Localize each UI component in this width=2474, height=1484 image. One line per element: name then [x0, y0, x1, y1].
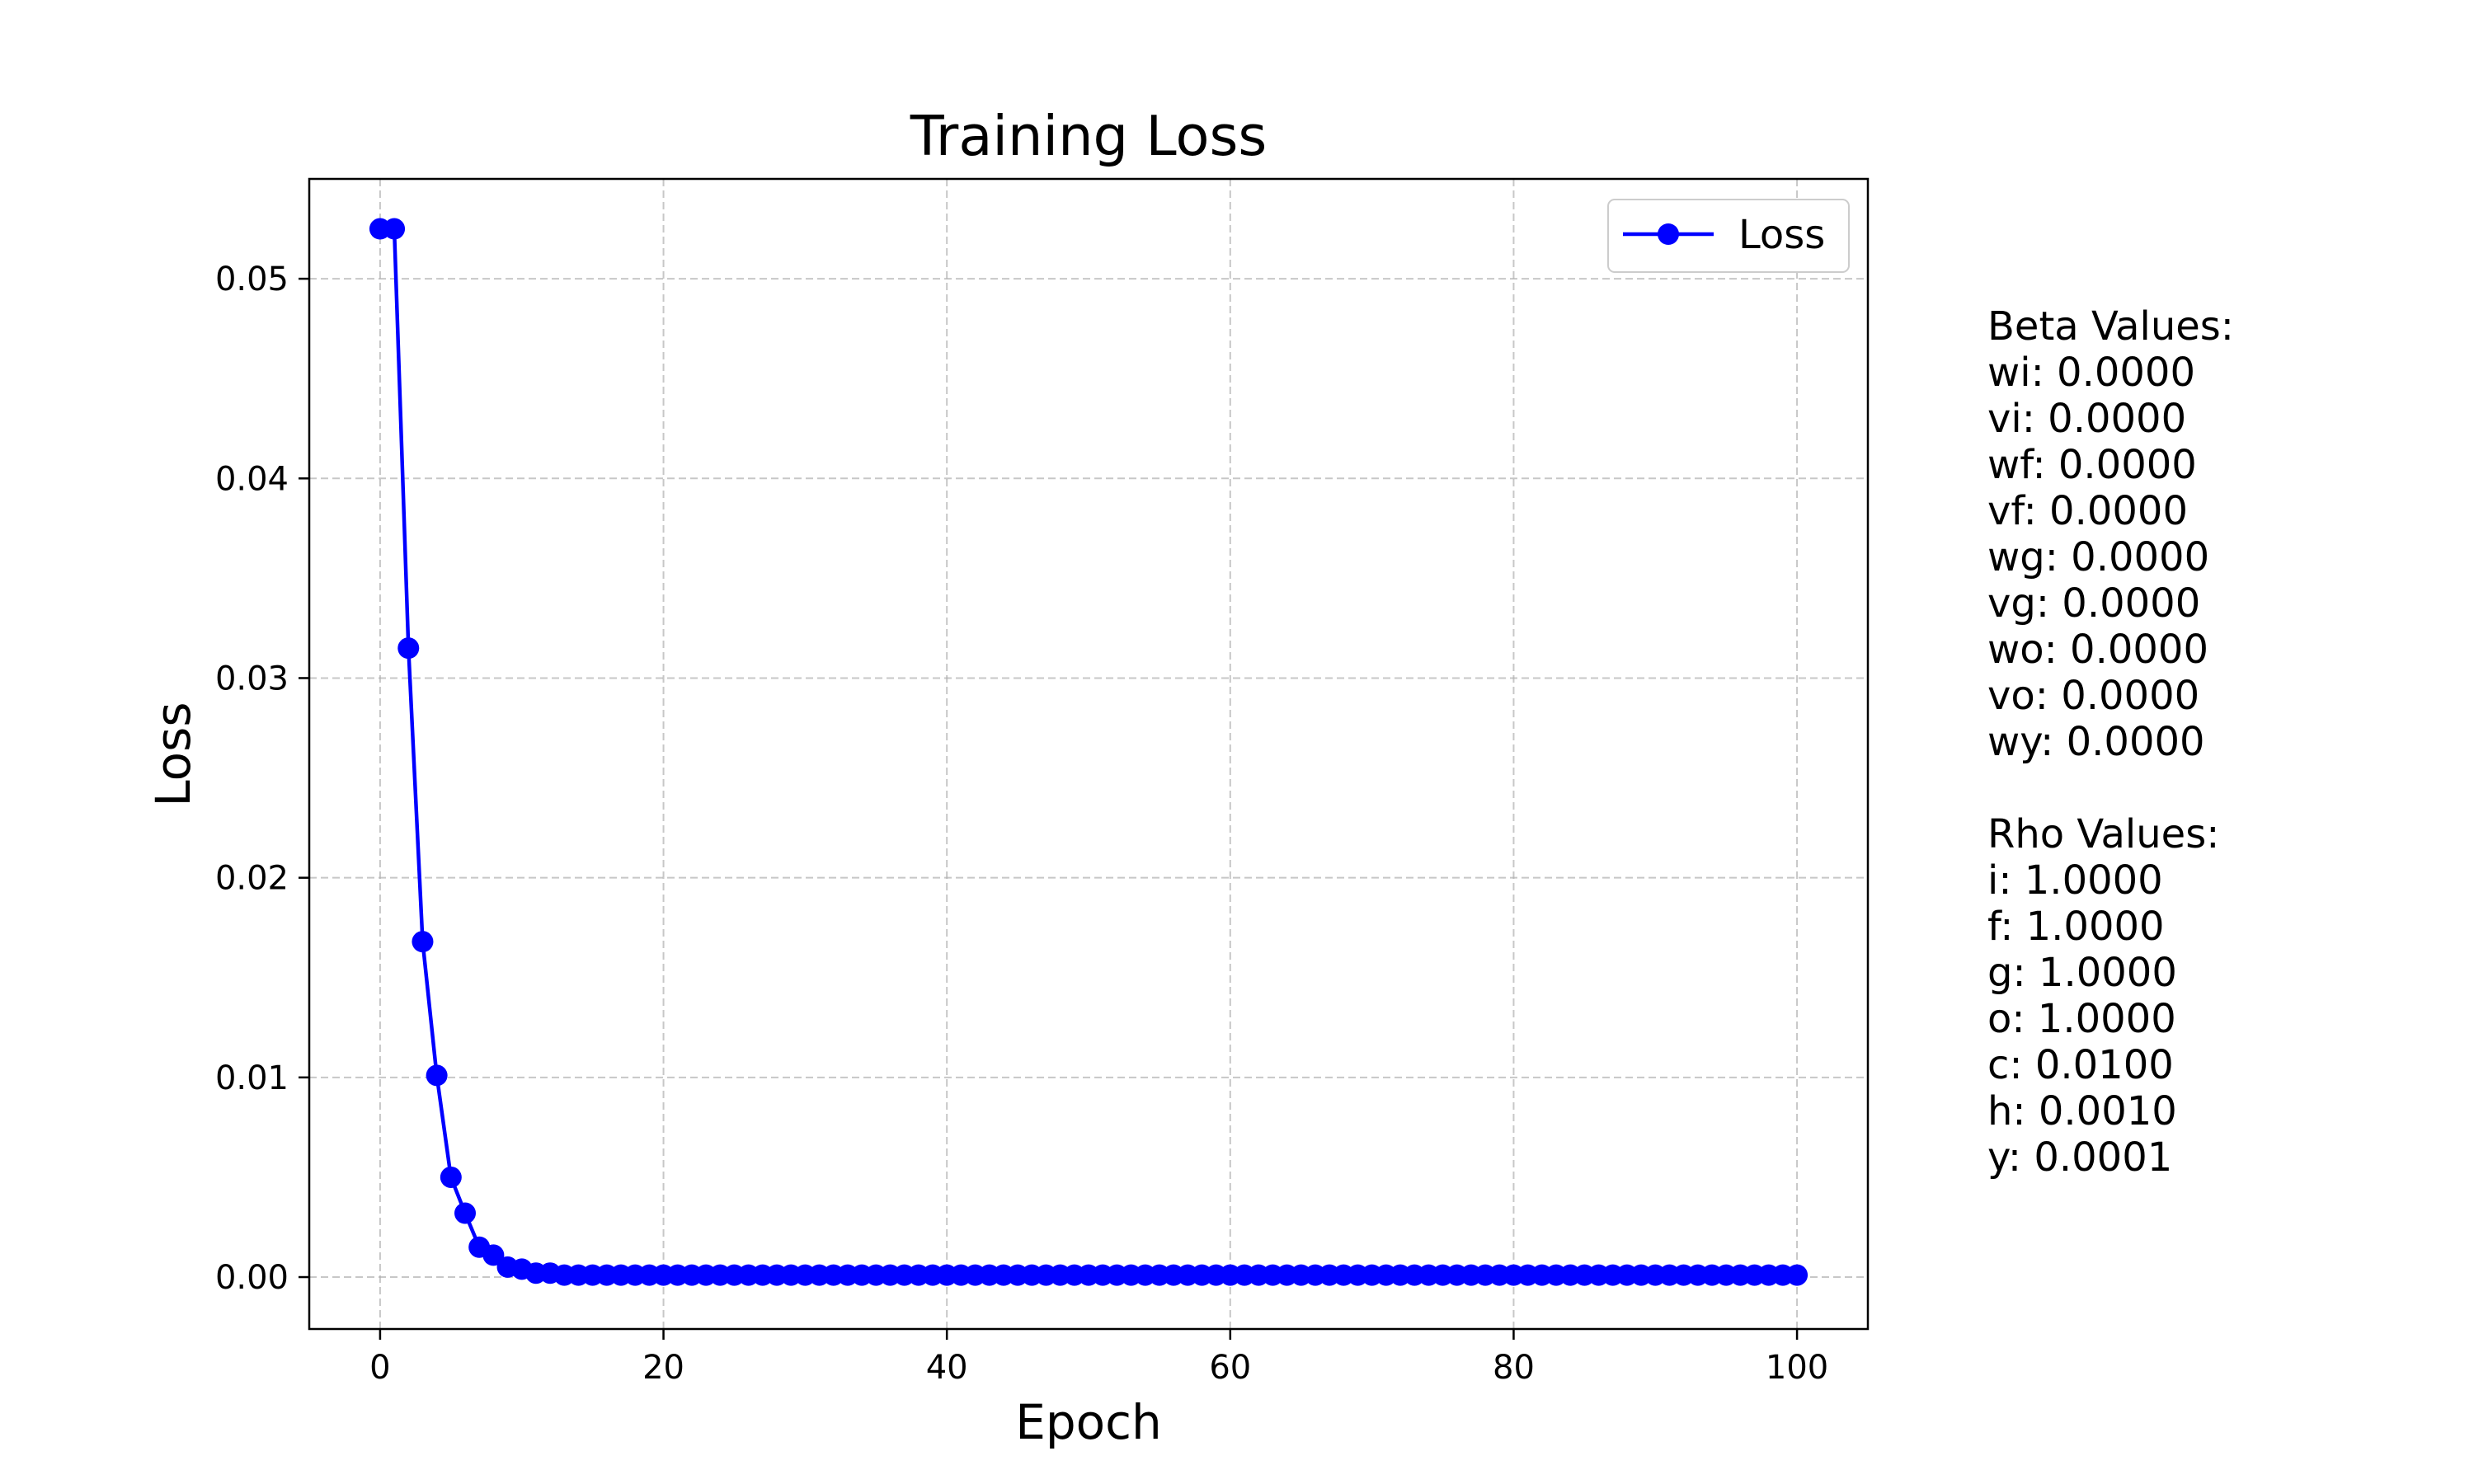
data-point-loss	[383, 218, 406, 240]
series-loss	[369, 218, 1808, 1286]
rho-values-title: Rho Values:	[1987, 811, 2220, 857]
beta-value-vf: vf: 0.0000	[1987, 488, 2188, 534]
y-tick-label: 0.01	[215, 1059, 289, 1097]
x-tick-label: 100	[1766, 1349, 1828, 1387]
rho-value-i: i: 1.0000	[1987, 857, 2163, 904]
x-tick-label: 40	[926, 1349, 968, 1387]
legend: Loss	[1607, 199, 1850, 273]
legend-box	[1607, 199, 1850, 273]
beta-value-wi: wi: 0.0000	[1987, 350, 2195, 396]
rho-value-g: g: 1.0000	[1987, 950, 2177, 996]
beta-value-wf: wf: 0.0000	[1987, 442, 2197, 488]
x-axis-label: Epoch	[1015, 1394, 1162, 1450]
chart-title: Training Loss	[910, 104, 1268, 168]
y-tick-label: 0.03	[215, 660, 289, 697]
x-tick-label: 20	[642, 1349, 684, 1387]
data-point-loss	[454, 1202, 476, 1224]
plot-frame	[308, 177, 1870, 1331]
beta-value-wo: wo: 0.0000	[1987, 627, 2209, 673]
parameter-panel: Beta Values: wi: 0.0000 vi: 0.0000 wf: 0…	[1987, 303, 2449, 1181]
panel-spacer	[1987, 765, 2449, 811]
rho-value-y: y: 0.0001	[1987, 1134, 2173, 1181]
y-tick-label: 0.02	[215, 860, 289, 898]
data-point-loss	[426, 1064, 448, 1087]
beta-value-vi: vi: 0.0000	[1987, 396, 2187, 442]
rho-value-o: o: 1.0000	[1987, 996, 2176, 1042]
data-point-loss	[397, 637, 420, 660]
rho-value-f: f: 1.0000	[1987, 904, 2165, 950]
beta-value-vg: vg: 0.0000	[1987, 580, 2201, 627]
beta-value-wy: wy: 0.0000	[1987, 719, 2205, 765]
data-point-loss	[412, 931, 434, 953]
x-tick-label: 0	[369, 1349, 390, 1387]
rho-value-h: h: 0.0010	[1987, 1088, 2177, 1134]
x-tick-label: 60	[1209, 1349, 1251, 1387]
y-axis-label: Loss	[145, 702, 201, 806]
data-point-loss	[1786, 1264, 1808, 1286]
legend-marker-swatch	[1658, 223, 1679, 245]
data-point-loss	[482, 1244, 505, 1266]
beta-value-wg: wg: 0.0000	[1987, 534, 2210, 580]
beta-value-vo: vo: 0.0000	[1987, 673, 2200, 719]
y-tick-label: 0.04	[215, 460, 289, 498]
x-tick-label: 80	[1493, 1349, 1535, 1387]
y-tick-label: 0.00	[215, 1259, 289, 1297]
legend-label-loss: Loss	[1738, 212, 1825, 258]
y-tick-label: 0.05	[215, 261, 289, 298]
grid-lines	[309, 179, 1868, 1329]
beta-values-title: Beta Values:	[1987, 303, 2234, 350]
rho-value-c: c: 0.0100	[1987, 1042, 2174, 1088]
data-point-loss	[440, 1166, 462, 1188]
axis-ticks: 0 20 40 60 80 100 0.00 0.01 0.02 0.03 0.04 0.05	[215, 261, 1828, 1387]
